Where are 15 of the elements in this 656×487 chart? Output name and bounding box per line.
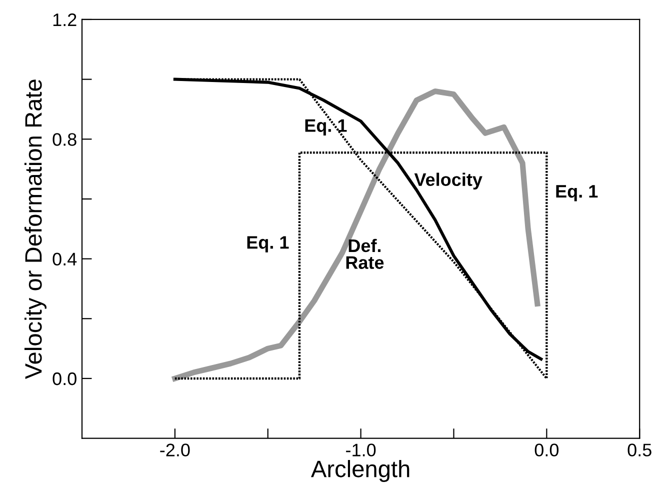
x-tick-label: 0.0 <box>534 444 559 456</box>
y-tick-label: 1.2 <box>53 13 76 26</box>
x-tick-label: 0.5 <box>628 444 652 456</box>
annotation: Eq. 1 <box>247 236 289 252</box>
y-tick-label: 0.8 <box>52 133 76 146</box>
x-tick-label: -2.0 <box>160 444 190 456</box>
annotation: Def. Rate <box>346 238 384 269</box>
y-tick-label: 0.4 <box>52 252 77 266</box>
annotation: Velocity <box>414 172 482 190</box>
x-axis-title: Arclength <box>310 460 410 482</box>
annotation: Eq. 1 <box>556 185 598 202</box>
y-axis-title: Velocity or Deformation Rate <box>24 80 46 380</box>
annotation: Eq. 1 <box>305 119 347 136</box>
x-tick-label: -1.0 <box>346 444 376 456</box>
y-tick-label: 0.0 <box>52 372 76 386</box>
